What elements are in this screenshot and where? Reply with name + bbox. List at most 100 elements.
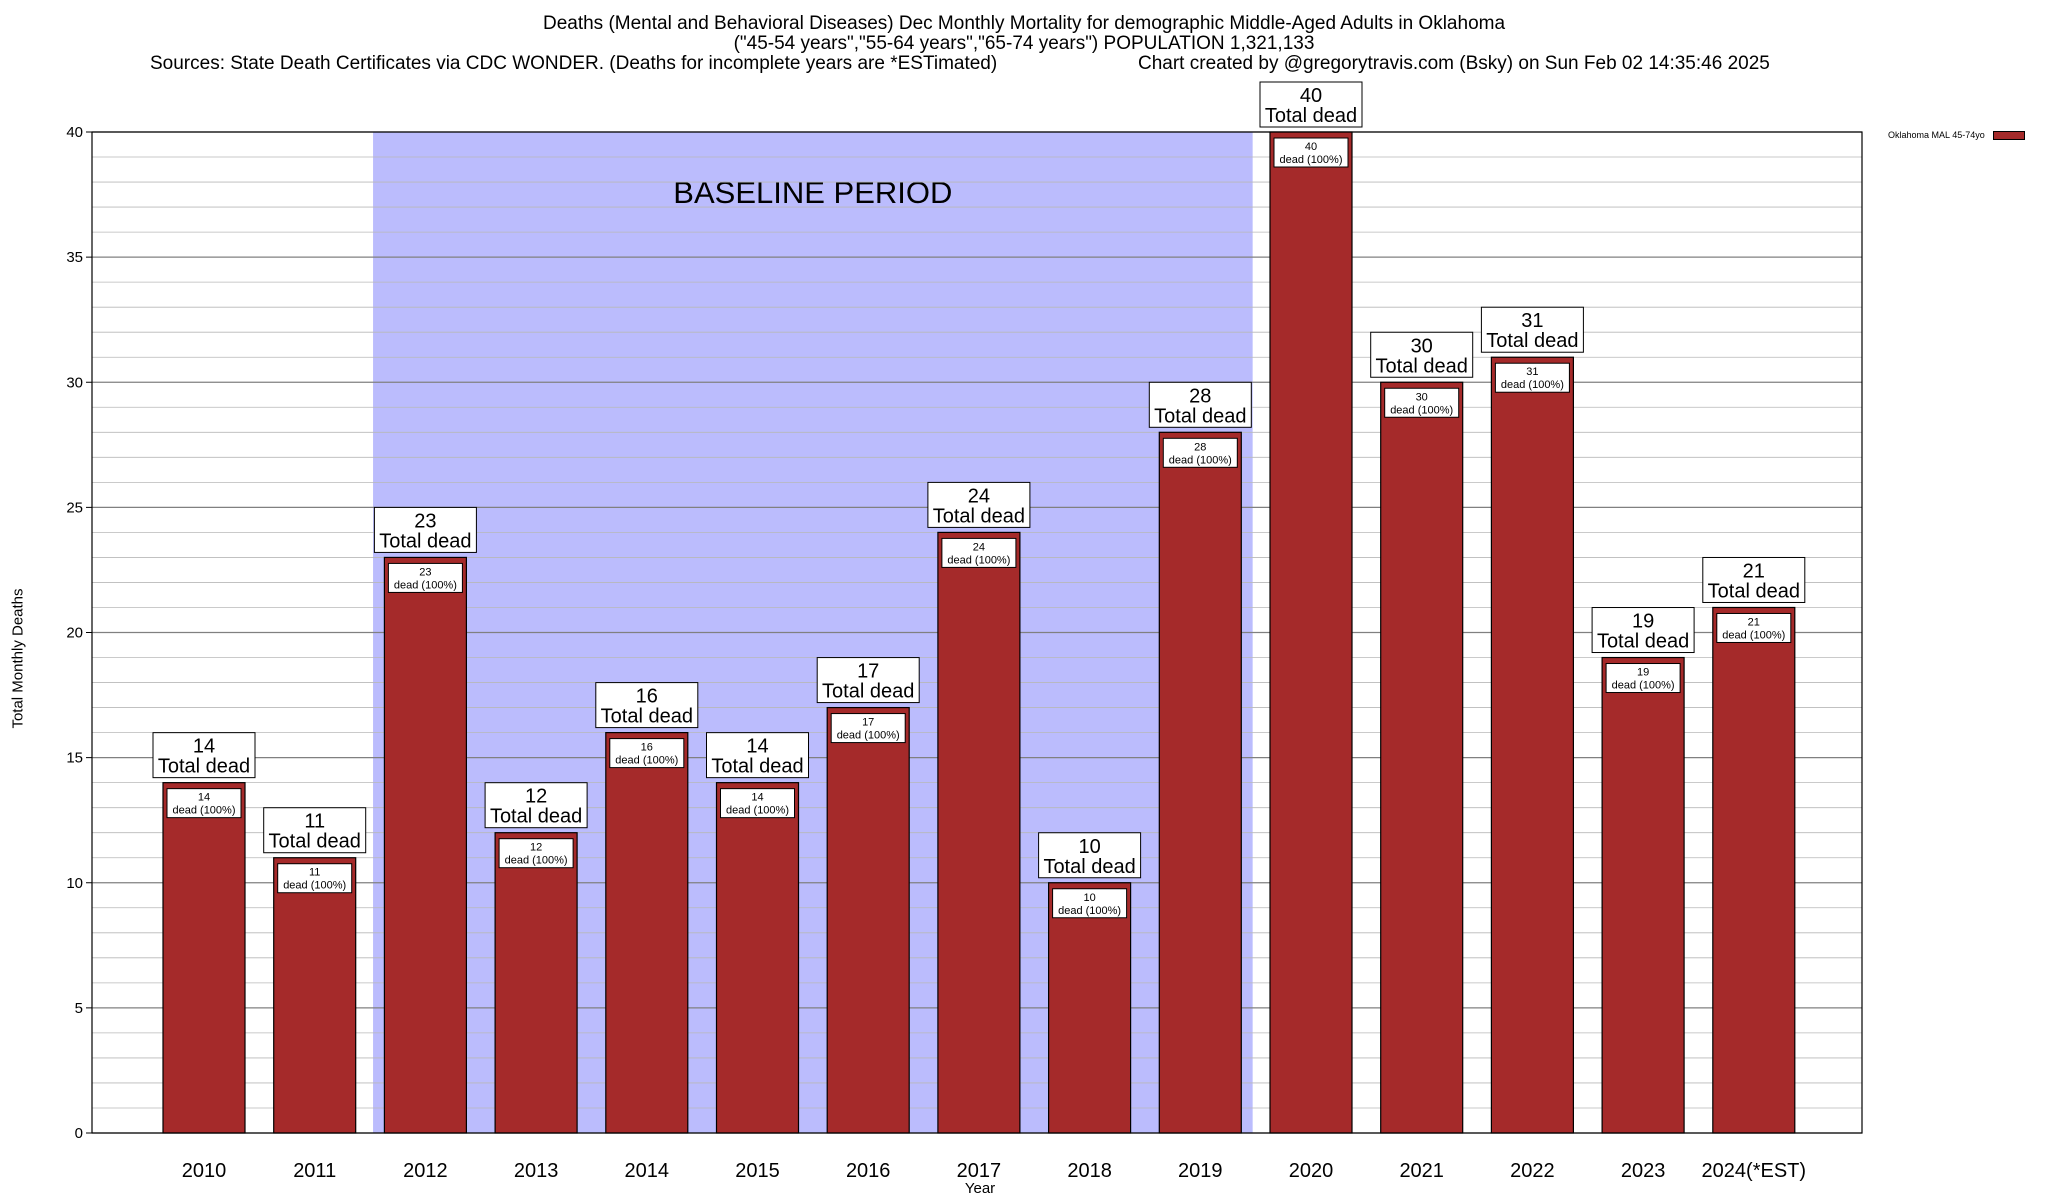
y-axis-label: Total Monthly Deaths	[9, 588, 27, 729]
legend-swatch	[1992, 130, 2025, 140]
top-value-label: 14	[193, 736, 215, 758]
bar	[937, 531, 1021, 1134]
y-tick-label: 10	[66, 875, 83, 892]
top-label-box	[816, 657, 920, 704]
inner-label-box	[1716, 612, 1792, 643]
bar	[1269, 131, 1353, 1134]
chart-title: Deaths (Mental and Behavioral Diseases) …	[542, 13, 1506, 34]
inner-label-box	[1273, 137, 1349, 168]
top-label-box	[1370, 331, 1474, 378]
top-label-box	[1702, 556, 1806, 603]
inner-percent-label: dead (100%)	[726, 805, 789, 817]
x-tick-label: 2012	[403, 1160, 448, 1182]
y-tick-label: 5	[75, 1000, 83, 1017]
x-tick-label: 2016	[846, 1160, 891, 1182]
inner-percent-label: dead (100%)	[1612, 680, 1675, 692]
top-total-label: Total dead	[379, 530, 471, 552]
chart-subtitle: ("45-54 years","55-64 years","65-74 year…	[733, 33, 1315, 54]
bar	[1380, 381, 1464, 1134]
inner-label-box	[387, 562, 463, 593]
x-tick-label: 2020	[1289, 1160, 1334, 1182]
bar	[383, 556, 467, 1134]
bar	[605, 731, 689, 1134]
top-value-label: 19	[1632, 611, 1654, 633]
top-value-label: 11	[304, 811, 325, 833]
top-total-label: Total dead	[1265, 105, 1357, 127]
top-total-label: Total dead	[1597, 631, 1689, 653]
chart-source: Sources: State Death Certificates via CD…	[150, 53, 998, 74]
legend: Oklahoma MAL 45-74yo	[1888, 130, 2025, 140]
inner-label-box	[1384, 387, 1460, 418]
inner-percent-label: dead (100%)	[173, 805, 236, 817]
inner-value-label: 11	[309, 867, 320, 879]
top-total-label: Total dead	[1154, 405, 1246, 427]
y-tick-label: 35	[66, 249, 83, 266]
inner-label-box	[1494, 362, 1570, 393]
top-value-label: 23	[414, 510, 436, 532]
top-label-box	[263, 807, 367, 854]
inner-value-label: 10	[1083, 892, 1095, 904]
inner-label-box	[609, 738, 685, 769]
bar	[826, 706, 910, 1134]
bar	[1158, 431, 1242, 1134]
inner-label-box	[277, 863, 353, 894]
y-tick-label: 15	[66, 750, 83, 767]
x-tick-label: 2010	[182, 1160, 227, 1182]
bar	[273, 857, 357, 1134]
y-tick-label: 30	[66, 374, 83, 391]
top-value-label: 21	[1743, 560, 1765, 582]
inner-value-label: 23	[419, 566, 431, 578]
inner-label-box	[1162, 437, 1238, 468]
top-total-label: Total dead	[711, 756, 803, 778]
inner-percent-label: dead (100%)	[1390, 404, 1453, 416]
inner-value-label: 28	[1194, 441, 1206, 453]
inner-percent-label: dead (100%)	[1280, 154, 1343, 166]
inner-percent-label: dead (100%)	[505, 855, 568, 867]
bar	[1601, 656, 1685, 1134]
top-value-label: 31	[1521, 310, 1543, 332]
top-value-label: 16	[636, 686, 658, 708]
x-axis-label: Year	[964, 1180, 996, 1197]
top-label-box	[595, 682, 699, 729]
top-value-label: 12	[525, 786, 547, 808]
top-label-box	[927, 481, 1031, 528]
inner-label-box	[941, 537, 1017, 568]
inner-percent-label: dead (100%)	[837, 730, 900, 742]
inner-label-box	[720, 788, 795, 819]
inner-label-box	[1605, 663, 1681, 694]
bar	[162, 782, 246, 1134]
inner-value-label: 16	[641, 742, 653, 754]
top-label-box	[706, 732, 809, 779]
inner-percent-label: dead (100%)	[615, 755, 678, 767]
inner-value-label: 21	[1748, 616, 1760, 628]
inner-percent-label: dead (100%)	[1169, 454, 1232, 466]
inner-value-label: 30	[1416, 391, 1428, 403]
top-value-label: 10	[1078, 836, 1100, 858]
top-total-label: Total dead	[822, 681, 914, 703]
top-total-label: Total dead	[1486, 330, 1578, 352]
top-value-label: 24	[968, 485, 990, 507]
inner-value-label: 12	[530, 842, 542, 854]
bar	[1712, 606, 1796, 1134]
top-label-box	[1148, 381, 1252, 428]
inner-value-label: 17	[862, 717, 874, 729]
axes: 2010 2011 2012 2013 2014 2015 2016 2017 2018 2019…	[66, 124, 1863, 1182]
top-value-label: 30	[1411, 335, 1433, 357]
x-tick-label: 2011	[293, 1160, 336, 1182]
x-tick-label: 2014	[625, 1160, 670, 1182]
top-value-label: 14	[746, 736, 768, 758]
chart-credit: Chart created by @gregorytravis.com (Bsk…	[1138, 53, 1770, 74]
inner-value-label: 40	[1305, 141, 1317, 153]
top-label-box	[484, 782, 588, 829]
inner-percent-label: dead (100%)	[947, 554, 1010, 566]
top-total-label: Total dead	[1043, 856, 1135, 878]
bar	[1490, 356, 1575, 1134]
top-label-box	[1259, 81, 1363, 128]
inner-value-label: 24	[973, 541, 985, 553]
bar	[494, 832, 578, 1134]
y-tick-label: 20	[66, 625, 83, 642]
y-tick-label: 0	[75, 1125, 83, 1142]
x-tick-label: 2019	[1178, 1160, 1223, 1182]
